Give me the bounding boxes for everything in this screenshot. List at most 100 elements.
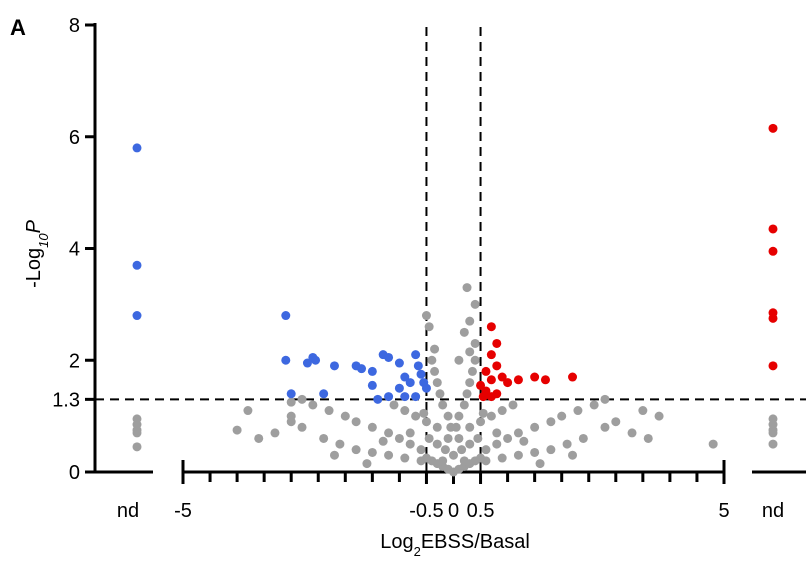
data-point-ns [708,439,718,449]
nd-point-left [132,311,142,321]
data-point-ns [459,456,469,466]
data-point-ns [389,400,399,410]
data-point-ns [481,456,491,466]
data-point-ns [654,411,664,421]
data-point-ns [254,433,264,443]
data-point-up [486,375,496,385]
data-point-up [481,366,491,376]
data-point-ns [465,422,475,432]
data-point-up [540,375,550,385]
data-point-down [411,392,421,402]
x-tick-label: 0.5 [467,500,495,522]
data-point-ns [457,445,467,455]
data-point-ns [243,406,253,416]
data-point-ns [530,447,540,457]
data-point-ns [443,433,453,443]
data-point-ns [497,406,507,416]
y-tick-label: 0 [69,462,80,484]
nd-point-right [768,439,778,449]
data-point-ns [492,439,502,449]
nd-point-left [132,428,142,438]
reference-lines [95,27,806,472]
data-point-ns [546,417,556,427]
nd-point-right [768,313,778,323]
data-point-down [400,372,410,382]
data-point-ns [297,394,307,404]
data-point-up [486,350,496,360]
data-point-down [281,311,291,321]
data-point-down [384,352,394,362]
data-point-ns [462,283,472,293]
data-point-ns [308,400,318,410]
data-point-ns [470,338,480,348]
data-point-ns [421,417,431,427]
data-point-ns [424,322,434,332]
data-point-down [286,389,296,399]
data-point-ns [557,411,567,421]
y-tick-label: 1.3 [52,389,80,411]
data-point-ns [351,417,361,427]
nd-point-right [768,246,778,256]
data-point-up [486,392,496,402]
x-tick-label: 0 [448,500,459,522]
data-point-ns [449,450,458,460]
data-point-ns [430,344,440,354]
data-point-ns [476,417,486,427]
data-point-down [367,380,377,390]
data-point-ns [435,389,445,399]
data-point-ns [470,355,480,365]
data-point-ns [492,428,502,438]
data-point-ns [497,453,507,463]
data-point-ns [568,450,578,460]
data-point-ns [329,450,339,460]
data-point-ns [467,366,477,376]
data-point-ns [438,456,448,466]
data-point-ns [535,459,545,469]
data-point-up [492,361,502,371]
data-point-ns [446,422,456,432]
data-point-ns [443,411,453,421]
data-point-ns [589,400,599,410]
nd-point-right [768,123,778,133]
data-point-ns [432,378,442,388]
data-point-down [394,383,404,393]
data-point-ns [611,417,621,427]
data-point-ns [473,433,483,443]
data-point-ns [367,422,377,432]
data-point-up [497,372,507,382]
data-point-ns [578,433,588,443]
data-point-ns [519,436,529,446]
data-point-ns [440,445,450,455]
data-point-ns [462,389,472,399]
data-point-ns [546,445,556,455]
data-point-ns [454,433,464,443]
data-point-ns [400,406,410,416]
data-point-ns [438,400,448,410]
data-point-ns [432,439,442,449]
data-point-down [373,394,383,404]
data-point-ns [419,408,429,418]
data-point-down [281,355,291,365]
y-tick-label: 8 [69,15,80,37]
data-point-down [329,361,339,371]
data-point-ns [384,450,394,460]
data-point-ns [286,397,296,407]
data-point-ns [530,422,540,432]
data-point-ns [432,422,442,432]
nd-point-left [132,442,142,452]
data-point-ns [405,439,415,449]
data-point-ns [600,394,610,404]
data-point-down [411,350,421,360]
x-tick-label: -0.5 [409,500,443,522]
data-point-ns [465,439,475,449]
data-point-ns [362,459,372,469]
data-point-ns [421,311,431,321]
data-point-ns [384,428,394,438]
data-point-ns [416,456,426,466]
data-point-ns [394,433,404,443]
nd-point-right [768,224,778,234]
data-point-ns [351,445,361,455]
data-point-ns [465,316,475,326]
data-point-ns [454,355,464,365]
